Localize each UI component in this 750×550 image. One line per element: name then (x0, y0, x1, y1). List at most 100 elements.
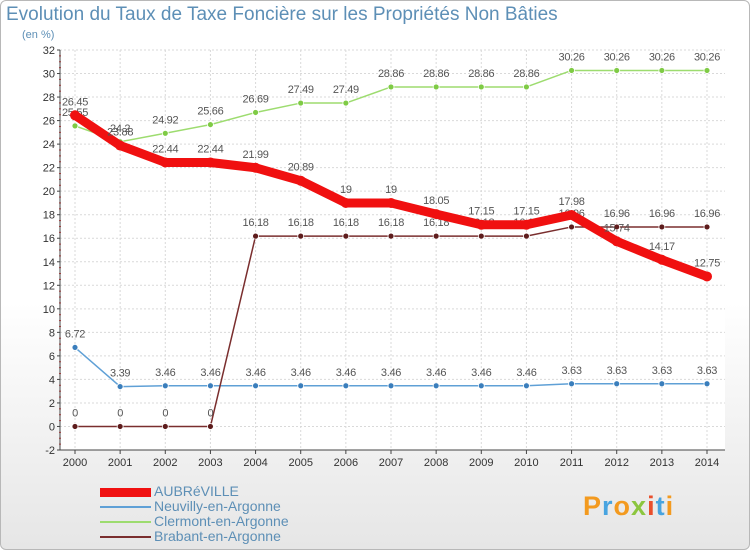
data-label: 0 (72, 407, 78, 419)
data-point (207, 121, 214, 128)
data-point (160, 157, 171, 168)
data-point (342, 382, 350, 390)
data-label: 3.46 (200, 367, 220, 379)
data-label: 3.46 (516, 367, 536, 379)
data-point (432, 83, 440, 91)
data-point (161, 382, 169, 390)
data-point (340, 197, 351, 208)
data-point (432, 232, 440, 240)
data-point (703, 380, 711, 388)
x-tick-label: 2000 (63, 457, 87, 469)
y-tick-label: 30 (43, 69, 55, 81)
data-label: 16.18 (243, 217, 269, 229)
data-point (70, 110, 80, 121)
y-tick-label: 14 (43, 257, 55, 269)
chart-subtitle: (en %) (22, 29, 55, 41)
data-point (342, 99, 350, 107)
data-point (250, 162, 261, 173)
data-point (523, 232, 530, 240)
data-point (658, 380, 666, 388)
data-point (613, 223, 621, 231)
data-point (252, 109, 259, 116)
data-point (116, 383, 124, 390)
data-point (252, 232, 259, 240)
data-label: 3.46 (155, 367, 175, 379)
legend-swatch (100, 506, 151, 508)
data-label: 3.39 (110, 368, 130, 380)
data-point (613, 380, 621, 388)
x-tick-label: 2001 (108, 457, 132, 469)
data-point (477, 83, 485, 91)
data-label: 3.46 (336, 367, 356, 379)
data-label: 16.96 (604, 208, 630, 220)
y-tick-label: 4 (49, 374, 55, 386)
data-point (71, 122, 79, 130)
x-tick-label: 2005 (288, 457, 312, 469)
legend-label: Clermont-en-Argonne (154, 513, 289, 529)
data-point (568, 223, 575, 231)
data-label: 30.26 (604, 51, 630, 63)
data-point (658, 223, 666, 231)
y-tick-label: 26 (43, 116, 55, 128)
data-label: 0 (208, 407, 214, 419)
legend-swatch (100, 488, 151, 497)
data-label: 16.18 (378, 217, 404, 229)
y-tick-label: 6 (49, 351, 55, 363)
x-tick-label: 2006 (334, 457, 358, 469)
data-label: 14.17 (649, 241, 675, 253)
y-tick-label: -2 (45, 445, 55, 457)
data-label: 17.98 (559, 196, 585, 208)
data-point (568, 67, 575, 74)
data-label: 22.44 (197, 143, 223, 155)
series-clermont-en-argonne: 25.5524.224.9225.6626.6927.4927.4928.862… (62, 51, 720, 146)
data-label: 28.86 (423, 68, 449, 80)
y-tick-label: 16 (43, 233, 55, 245)
data-label: 20.89 (288, 162, 314, 174)
x-tick-label: 2008 (424, 457, 448, 469)
proxiti-logo: Proxiti (583, 491, 674, 522)
data-label: 16.96 (649, 208, 675, 220)
data-label: 19 (385, 184, 397, 196)
data-point (252, 382, 259, 390)
data-point (477, 232, 485, 240)
chart-title: Evolution du Taux de Taxe Foncière sur l… (6, 4, 558, 25)
data-label: 26.45 (62, 96, 88, 108)
x-tick-label: 2013 (650, 457, 674, 469)
data-label: 15.74 (604, 222, 630, 234)
logo-letter: i (647, 491, 656, 521)
data-point (387, 232, 395, 240)
data-point (613, 67, 621, 74)
data-point (702, 271, 712, 282)
data-label: 18.05 (423, 195, 449, 207)
data-point (342, 232, 350, 240)
legend-label: Neuvilly-en-Argonne (154, 498, 281, 514)
data-label: 30.26 (694, 51, 720, 63)
data-point (658, 67, 666, 74)
data-point (568, 380, 575, 388)
data-point (387, 83, 395, 91)
series-aubr-ville: 26.45 23.88 22.44 22.44 21.99 20.89 19 19 18.05 1… (62, 96, 720, 282)
data-label: 24.92 (152, 114, 178, 126)
data-label: 16.18 (288, 217, 314, 229)
data-point (387, 382, 395, 390)
data-label: 16.96 (694, 208, 720, 220)
x-tick-label: 2004 (243, 457, 267, 469)
logo-letter: r (602, 491, 614, 521)
data-point (205, 157, 216, 168)
x-tick-label: 2014 (695, 457, 719, 469)
y-tick-label: 32 (43, 45, 55, 57)
data-label: 23.88 (107, 127, 133, 139)
data-point (116, 423, 124, 430)
data-point (297, 382, 305, 390)
data-label: 17.15 (513, 206, 539, 218)
legend-label: Brabant-en-Argonne (154, 528, 281, 544)
legend-swatch (100, 536, 151, 538)
data-point (71, 423, 79, 430)
x-tick-label: 2009 (469, 457, 493, 469)
data-point (431, 209, 442, 220)
data-label: 30.26 (559, 51, 585, 63)
data-point (386, 197, 396, 208)
y-tick-label: 20 (43, 186, 55, 198)
data-label: 27.49 (288, 84, 314, 96)
